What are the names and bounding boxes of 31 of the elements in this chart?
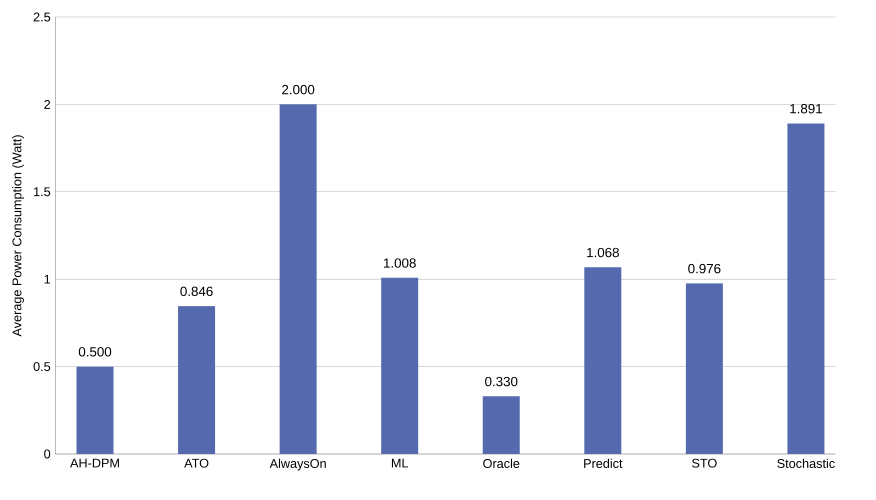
data-label: 0.976 (688, 264, 720, 274)
y-axis-title: Average Power Consumption (Watt) (12, 135, 24, 336)
x-tick-label: ATO (184, 458, 208, 468)
y-tick-label: 1 (44, 274, 50, 284)
bar (787, 123, 824, 454)
x-tick-label: Stochastic (777, 458, 835, 468)
y-tick-label: 2 (44, 100, 50, 109)
data-label: 1.008 (384, 258, 416, 268)
y-tick-label: 1.5 (34, 187, 50, 196)
y-tick-label: 0 (44, 450, 50, 458)
x-tick-label: STO (692, 458, 717, 468)
data-label: 1.068 (587, 248, 619, 258)
data-label: 0.500 (78, 347, 112, 357)
bar (178, 306, 216, 454)
data-label: 2.000 (282, 84, 314, 94)
x-tick-label: AH-DPM (70, 458, 119, 468)
bar (584, 267, 622, 454)
bar (686, 283, 723, 454)
data-label: 1.891 (790, 104, 822, 114)
y-tick-label: 2.5 (34, 12, 50, 22)
data-label: 0.846 (180, 286, 213, 296)
bar (76, 366, 114, 454)
y-tick-label: 0.5 (34, 362, 50, 372)
x-tick-label: AlwaysOn (270, 458, 326, 471)
data-label: 0.330 (485, 376, 518, 386)
bar (482, 396, 520, 454)
bar (280, 104, 317, 454)
x-tick-label: Oracle (483, 458, 520, 468)
x-tick-label: ML (392, 458, 408, 468)
x-tick-label: Predict (584, 458, 622, 468)
bar (381, 278, 418, 454)
